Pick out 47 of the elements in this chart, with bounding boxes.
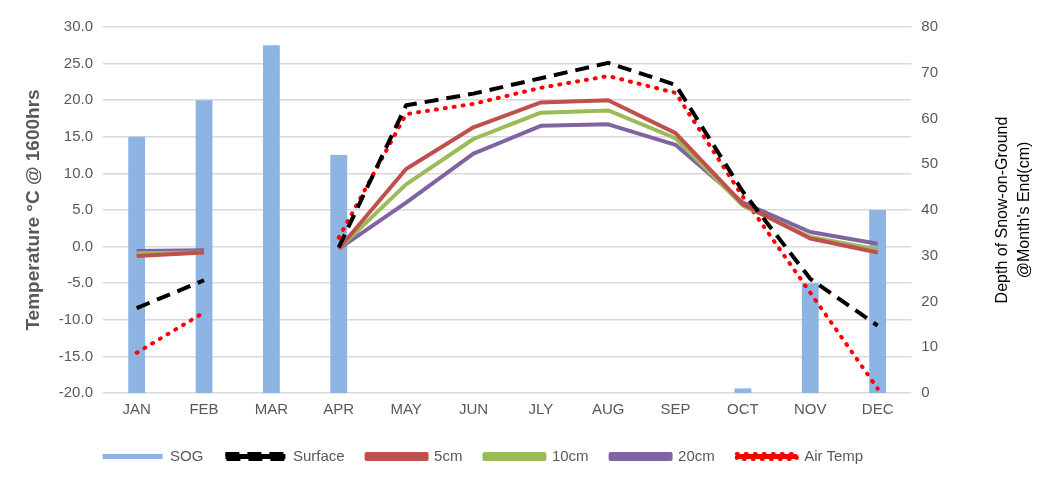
x-tick-label: JLY (528, 400, 554, 418)
legend-label: 10cm (551, 446, 589, 464)
y-axis-title: Temperature °C @ 1600hrs (21, 89, 43, 331)
x-tick-label: JUN (458, 400, 489, 418)
bar (330, 155, 348, 393)
x-tick-label: DEC (861, 400, 894, 418)
legend-label: SOG (170, 446, 204, 464)
y-tick-label: -20.0 (58, 383, 93, 401)
x-tick-label: OCT (727, 400, 759, 418)
y2-axis-title: Depth of Snow-on-Ground @Month's End(cm) (993, 116, 1033, 304)
legend-label: Surface (292, 446, 345, 464)
y2-tick-label: 70 (921, 62, 938, 80)
x-tick-label: FEB (189, 400, 219, 418)
bar (262, 45, 280, 393)
y2-tick-label: 20 (921, 291, 938, 309)
y2-tick-label: 80 (921, 17, 938, 35)
y-tick-label: -5.0 (67, 273, 93, 291)
bar (801, 283, 819, 393)
y-tick-label: 25.0 (63, 53, 93, 71)
y-tick-label: 10.0 (63, 163, 93, 181)
y-tick-label: -10.0 (58, 309, 93, 327)
y-tick-label: 15.0 (63, 126, 93, 144)
x-tick-label: SEP (660, 400, 691, 418)
legend-label: 5cm (434, 446, 463, 464)
x-tick-label: JAN (122, 400, 151, 418)
x-tick-label: AUG (591, 400, 625, 418)
x-tick-label: MAY (390, 400, 422, 418)
legend-label: Air Temp (804, 446, 864, 464)
bar (195, 100, 213, 393)
y-tick-label: 0.0 (72, 236, 93, 254)
y2-tick-label: 10 (921, 337, 938, 355)
y2-tick-label: 30 (921, 245, 938, 263)
legend-label: 20cm (678, 446, 715, 464)
x-tick-label: MAR (254, 400, 289, 418)
bar (734, 388, 752, 393)
y2-tick-label: 60 (921, 108, 938, 126)
y2-tick-label: 40 (921, 200, 938, 218)
y-tick-label: 5.0 (72, 200, 93, 218)
y2-tick-label: 0 (921, 383, 930, 401)
x-tick-label: APR (323, 400, 355, 418)
bar (869, 210, 887, 393)
y-tick-label: -15.0 (58, 346, 93, 364)
y-tick-label: 30.0 (63, 17, 93, 35)
y2-tick-label: 50 (921, 154, 938, 172)
x-tick-label: NOV (794, 400, 827, 418)
bar (128, 136, 146, 393)
y-tick-label: 20.0 (63, 90, 93, 108)
